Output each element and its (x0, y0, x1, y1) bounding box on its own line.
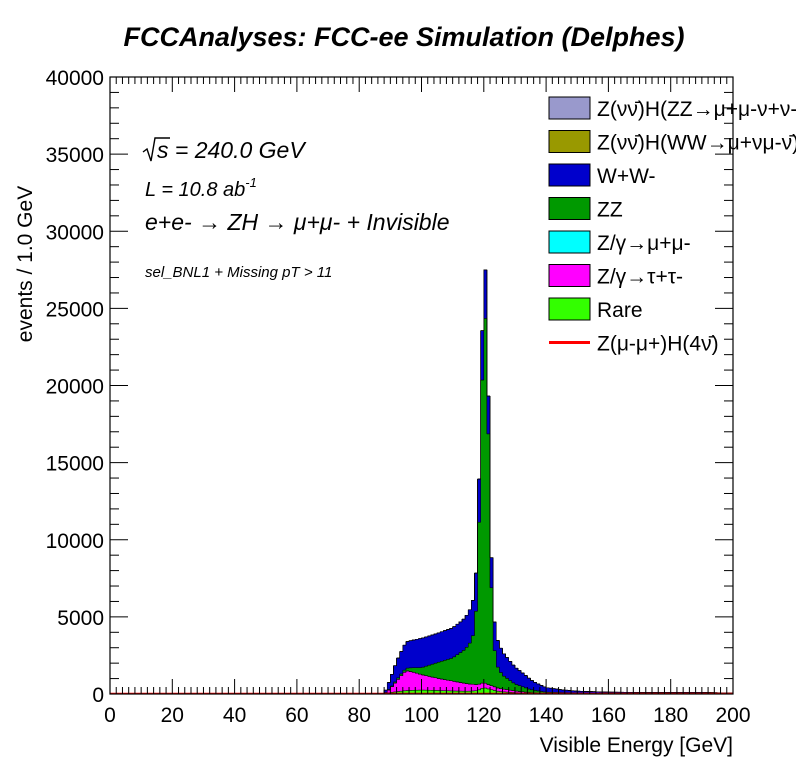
legend-label: Z/γ→τ+τ- (597, 266, 683, 289)
y-axis-label: events / 1.0 GeV (14, 186, 37, 342)
legend-swatch (548, 197, 591, 220)
series-area-6 (110, 269, 733, 694)
y-tick-label: 35000 (46, 144, 104, 167)
x-tick-label: 60 (285, 704, 308, 727)
legend-label: Z(μ-μ+)H(4ν̄) (597, 333, 719, 356)
legend: Z(νν̄)H(ZZ→μ+μ-ν+ν-) Z(νν̄)H(WW→μ+νμ-ν̄) W… (548, 96, 796, 356)
y-tick-label: 5000 (57, 607, 104, 630)
legend-label: Z(νν̄)H(WW→μ+νμ-ν̄) (597, 132, 796, 155)
legend-swatch (548, 130, 591, 153)
y-tick-label: 20000 (46, 376, 104, 399)
legend-label: W+W- (597, 165, 656, 188)
x-tick-label: 120 (466, 704, 501, 727)
legend-swatch (548, 163, 591, 187)
x-axis: 0 20 40 60 80 100 120 140 160 180 200 (104, 77, 751, 727)
x-tick-label: 20 (161, 704, 184, 727)
legend-label: ZZ (597, 199, 623, 222)
x-tick-label: 80 (348, 704, 371, 727)
legend-swatch (548, 264, 591, 287)
x-tick-label: 180 (653, 704, 688, 727)
x-axis-label: Visible Energy [GeV] (540, 734, 733, 757)
y-tick-label: 10000 (46, 530, 104, 553)
x-tick-label: 160 (591, 704, 626, 727)
y-tick-label: 25000 (46, 298, 104, 321)
y-tick-label: 40000 (46, 67, 104, 90)
y-tick-label: 30000 (46, 221, 104, 244)
x-tick-label: 100 (404, 704, 439, 727)
x-tick-label: 140 (529, 704, 564, 727)
annotations: s = 240.0 GeV L = 10.8 ab-1 e+e- → ZH → … (142, 137, 450, 281)
y-tick-label: 0 (92, 684, 104, 707)
legend-label: Z(νν̄)H(ZZ→μ+μ-ν+ν-) (597, 98, 796, 121)
x-tick-label: 40 (223, 704, 246, 727)
annotation-sqrt-s: s = 240.0 GeV (157, 137, 307, 163)
legend-swatch (548, 297, 591, 321)
legend-label: Rare (597, 299, 643, 322)
annotation-luminosity: L = 10.8 ab-1 (145, 175, 257, 201)
x-tick-label: 0 (104, 704, 116, 727)
annotation-selection: sel_BNL1 + Missing pT > 11 (145, 264, 332, 281)
y-tick-label: 15000 (46, 453, 104, 476)
legend-swatch (548, 230, 591, 254)
y-axis: 0 5000 10000 15000 20000 25000 30000 35000 40000 (46, 67, 733, 707)
annotation-process: e+e- → ZH → μ+μ- + Invisible (145, 209, 450, 235)
legend-swatch (548, 96, 591, 120)
sqrt-symbol (142, 137, 170, 162)
chart-title: FCCAnalyses: FCC-ee Simulation (Delphes) (123, 22, 684, 52)
annotation-luminosity-exponent: -1 (245, 175, 257, 190)
legend-label: Z/γ→μ+μ- (597, 232, 691, 255)
annotation-luminosity-text: L = 10.8 ab (145, 179, 245, 201)
x-tick-label: 200 (715, 704, 750, 727)
